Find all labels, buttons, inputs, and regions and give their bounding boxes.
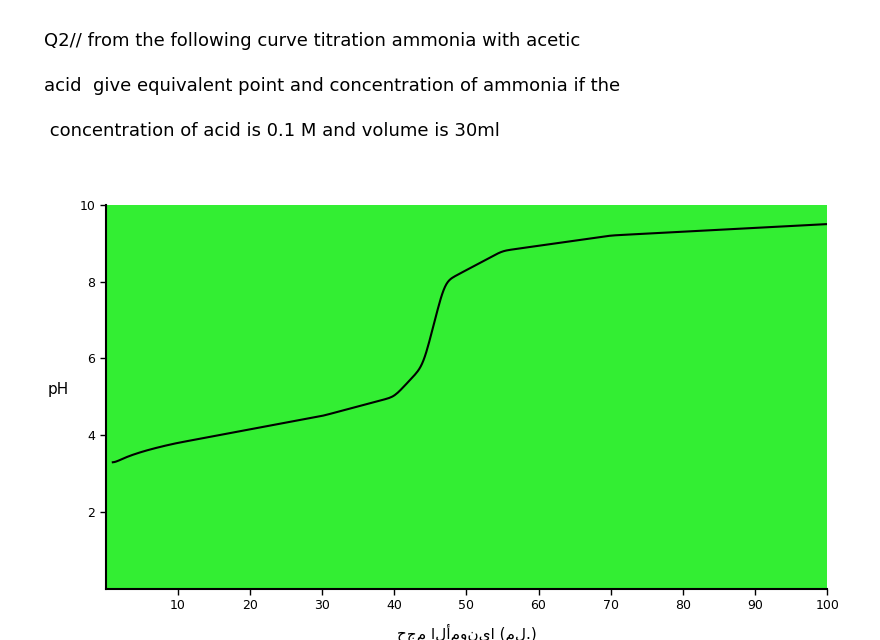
Text: Q2// from the following curve titration ammonia with acetic: Q2// from the following curve titration …	[44, 32, 580, 50]
Text: acid  give equivalent point and concentration of ammonia if the: acid give equivalent point and concentra…	[44, 77, 620, 95]
X-axis label: حجم الأمونيا (مل.): حجم الأمونيا (مل.)	[397, 623, 536, 640]
Text: concentration of acid is 0.1 M and volume is 30ml: concentration of acid is 0.1 M and volum…	[44, 122, 500, 140]
Y-axis label: pH: pH	[48, 382, 70, 397]
